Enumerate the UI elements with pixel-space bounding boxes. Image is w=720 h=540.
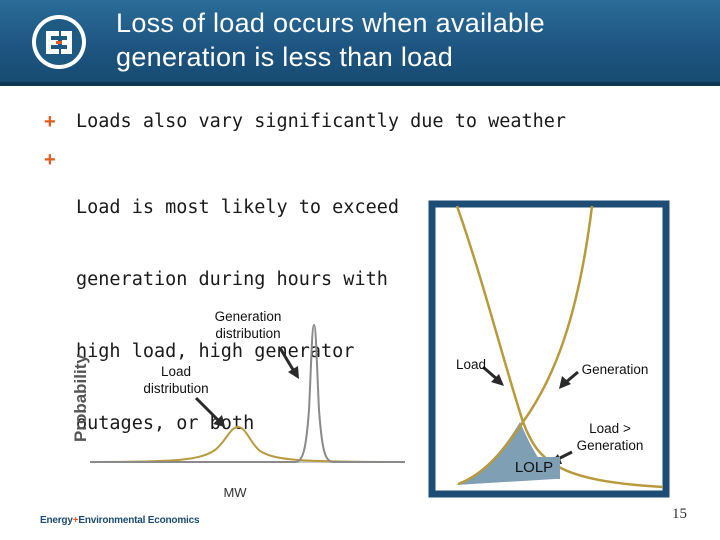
slide-header: Loss of load occurs when available gener…	[0, 0, 720, 86]
load-distribution-curve	[89, 425, 405, 463]
plus-bullet-icon: +	[44, 111, 56, 133]
mw-axis-label: MW	[223, 485, 247, 500]
generation-curve-label: Generation	[581, 362, 649, 377]
slide-title: Loss of load occurs when available gener…	[116, 6, 706, 74]
label-line: distribution	[215, 326, 281, 341]
label-line: Load	[160, 364, 192, 379]
load-curve-arrow-head	[491, 374, 504, 386]
label-line: Load >	[589, 421, 631, 436]
label-line: Generation	[214, 309, 282, 324]
company-name-part2: Environmental Economics	[78, 515, 200, 526]
page-number: 15	[672, 506, 687, 522]
label-line: distribution	[143, 381, 209, 396]
load-arrow	[194, 396, 222, 424]
lolp-chart	[428, 200, 670, 498]
slide-title-line2: generation is less than load	[116, 42, 454, 72]
bullet-text: Loads also vary significantly due to wea…	[76, 111, 567, 132]
generation-curve-arrow-head	[559, 376, 571, 389]
generation-curve	[457, 205, 594, 486]
generation-distribution-curve	[90, 323, 405, 463]
probability-axis-label: Probability	[71, 354, 90, 442]
load-distribution-label: Load distribution	[126, 363, 226, 397]
distribution-chart: Probability MW	[71, 323, 405, 500]
lolp-label: LOLP	[508, 457, 560, 479]
bullet-text-line: high load, high generator	[76, 341, 355, 362]
header-stripe	[0, 82, 720, 86]
bullet-weather: + Loads also vary significantly due to w…	[44, 110, 604, 136]
bullet-text-line: generation during hours with	[76, 269, 388, 290]
header-background	[0, 0, 720, 86]
load-arrow-head	[213, 415, 225, 427]
bullet-text-line: Load is most likely to exceed	[76, 197, 400, 218]
e3-logo-icon	[32, 15, 86, 69]
bullet-load-exceed: + Load is most likely to exceed generati…	[44, 148, 424, 434]
bullet-text: Load is most likely to exceed generation…	[76, 148, 399, 484]
generation-arrow	[278, 347, 297, 374]
slide-title-line1: Loss of load occurs when available	[116, 8, 545, 38]
plus-bullet-icon: +	[44, 149, 56, 171]
load-curve-label: Load	[455, 357, 487, 372]
load-exceeds-generation-label: Load > Generation	[565, 420, 655, 454]
generation-distribution-label: Generation distribution	[198, 308, 298, 342]
label-line: Generation	[576, 438, 644, 453]
generation-arrow-head	[288, 366, 299, 379]
company-footer-logo: Energy+Environmental Economics	[40, 515, 200, 526]
company-plus-mark: +	[72, 515, 79, 526]
company-name-part1: Energy	[40, 515, 73, 526]
